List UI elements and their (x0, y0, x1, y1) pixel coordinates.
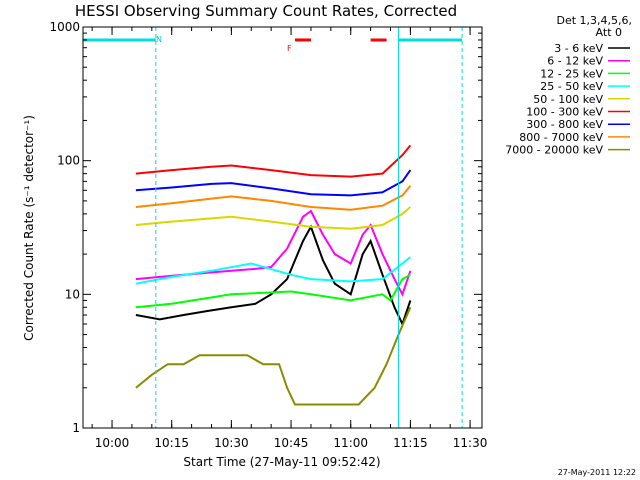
series-line-3 (135, 273, 411, 309)
x-tick-label-1: 10:00 (95, 436, 130, 450)
x-tick-label-4: 10:45 (274, 436, 309, 450)
x-tick-label-2: 10:15 (154, 436, 189, 450)
series-line-7 (135, 169, 412, 197)
legend-label-5: 50 - 100 keV (533, 93, 603, 106)
x-tick-label-5: 11:00 (333, 436, 368, 450)
chart-ticks: 10:00 10:15 10:30 10:45 11:00 11:15 11:30 1 10 10… (49, 20, 487, 450)
chart-annotations (83, 27, 463, 428)
y-tick-label-4: 1000 (49, 20, 80, 34)
x-tick-label-7: 11:30 (453, 436, 488, 450)
legend-label-6: 100 - 300 keV (526, 106, 603, 119)
series-line-6 (135, 144, 412, 178)
legend-label-3: 12 - 25 keV (540, 67, 603, 80)
f-marker-label: F (287, 44, 292, 53)
chart-title: HESSI Observing Summary Count Rates, Cor… (75, 2, 457, 20)
series-line-8 (135, 185, 412, 211)
y-tick-label-1: 1 (72, 421, 80, 435)
chart-lines (135, 144, 412, 406)
footer-date: 27-May-2011 12:22 (558, 468, 636, 477)
x-axis-label: Start Time (27-May-11 09:52:42) (183, 455, 380, 469)
legend-label-1: 3 - 6 keV (554, 42, 603, 55)
plot-frame (82, 26, 483, 429)
series-line-9 (135, 306, 412, 406)
y-tick-label-3: 100 (57, 154, 80, 168)
x-tick-label-6: 11:15 (393, 436, 428, 450)
x-tick-label-3: 10:30 (214, 436, 249, 450)
legend-label-2: 6 - 12 keV (547, 55, 603, 68)
y-tick-label-2: 10 (65, 287, 80, 301)
legend-header-1: Det 1,3,4,5,6, (556, 14, 632, 27)
legend-label-8: 800 - 7000 keV (519, 131, 603, 144)
n-marker-label: N (156, 35, 162, 44)
legend-label-9: 7000 - 20000 keV (505, 144, 603, 157)
legend-label-7: 300 - 800 keV (526, 118, 603, 131)
series-line-5 (135, 206, 412, 230)
y-axis-label: Corrected Count Rate (s⁻¹ detector⁻¹) (22, 115, 36, 341)
legend-header-2: Att 0 (596, 26, 622, 39)
series-line-2 (135, 209, 412, 297)
series-line-4 (135, 256, 412, 285)
legend-label-4: 25 - 50 keV (540, 80, 603, 93)
